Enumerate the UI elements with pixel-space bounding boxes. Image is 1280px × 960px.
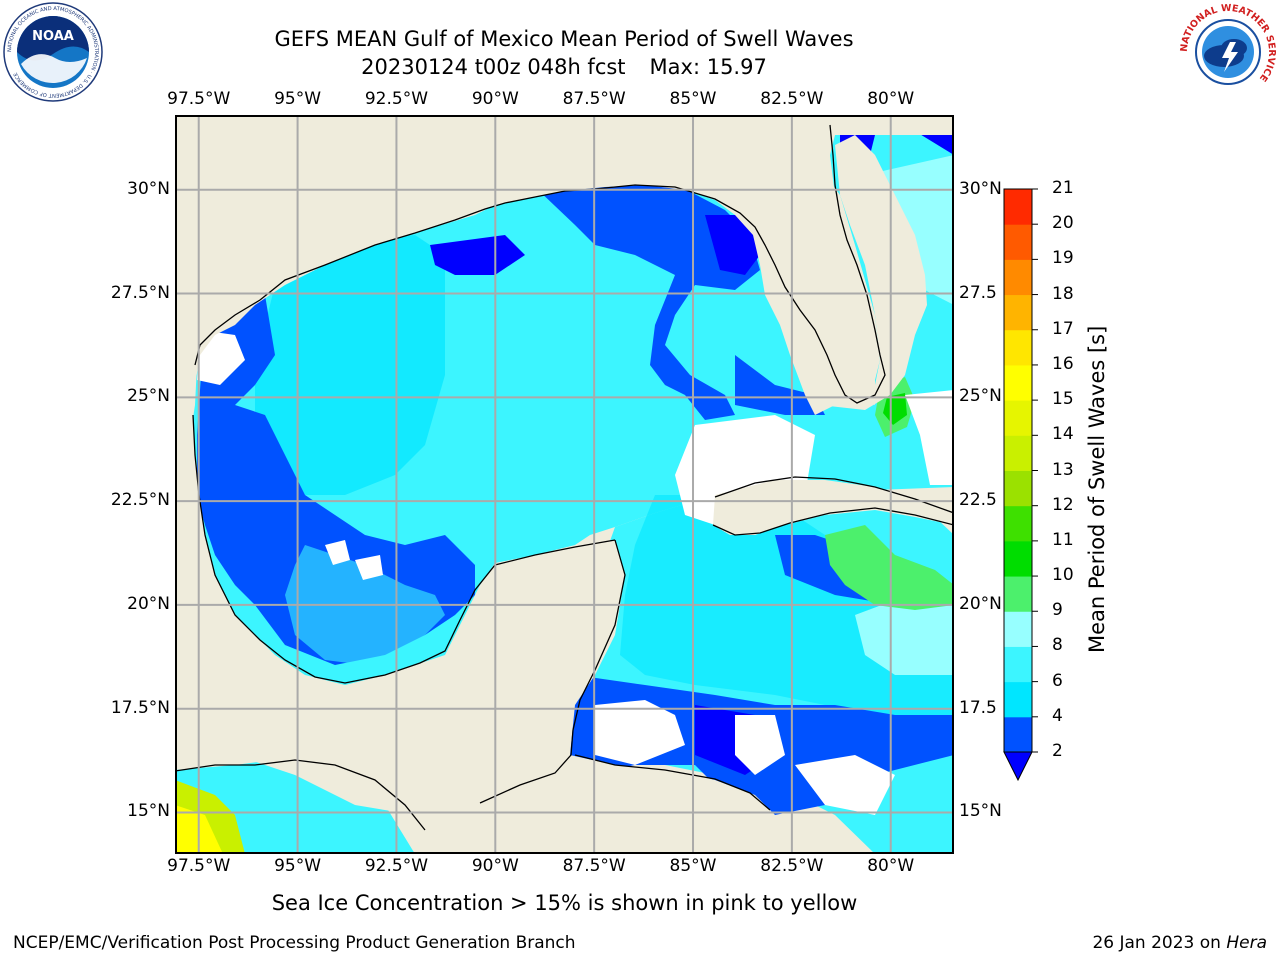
colorbar-tick-11: 16 (1052, 353, 1074, 374)
colorbar-segment-4 (1004, 576, 1032, 612)
lon-tick-bottom-7: 80°W (867, 856, 915, 876)
footer-date: 26 Jan 2023 on Hera (1092, 933, 1267, 953)
colorbar-segment-11 (1004, 329, 1032, 366)
lat-tick-left-2: 25°N (127, 386, 170, 407)
footer-host: Hera (1226, 933, 1267, 953)
colorbar-segment-13 (1004, 259, 1032, 296)
land-florida-keys-fill (820, 135, 927, 410)
colorbar-tick-5: 10 (1052, 565, 1074, 586)
lat-tick-left-0: 30°N (127, 178, 170, 199)
lon-tick-top-3: 90°W (471, 89, 519, 109)
colorbar-segment-2 (1004, 646, 1032, 683)
footer-credit: NCEP/EMC/Verification Post Processing Pr… (13, 933, 576, 953)
no-data-west (197, 330, 245, 385)
colorbar-tick-0: 2 (1052, 741, 1063, 761)
lat-tick-right-0: 30°N (959, 178, 1002, 199)
colorbar-tick-1: 4 (1052, 705, 1063, 726)
lon-tick-bottom-4: 87.5°W (562, 856, 626, 876)
sea-ice-note: Sea Ice Concentration > 15% is shown in … (271, 891, 858, 915)
colorbar-tick-12: 17 (1052, 318, 1074, 339)
colorbar-tick-2: 6 (1052, 670, 1063, 691)
colorbar-label: Mean Period of Swell Waves [s] (1085, 325, 1109, 653)
colorbar-tick-3: 8 (1052, 635, 1063, 656)
lon-tick-top-1: 95°W (274, 89, 322, 109)
lon-tick-bottom-2: 92.5°W (364, 856, 429, 876)
colorbar-tick-6: 11 (1052, 529, 1074, 550)
lon-tick-bottom-0: 97.5°W (167, 856, 231, 876)
lat-tick-left-3: 22.5°N (110, 490, 170, 511)
colorbar-tick-16: 21 (1052, 178, 1074, 198)
chart-subtitle: 20230124 t00z 048h fcst Max: 15.97 (0, 55, 1128, 79)
colorbar-tick-15: 20 (1052, 213, 1074, 234)
lon-tick-bottom-6: 82.5°W (760, 856, 824, 876)
colorbar-segment-12 (1004, 294, 1032, 331)
lat-tick-right-4: 20°N (959, 593, 1002, 614)
lon-tick-top-7: 80°W (867, 89, 915, 109)
lon-tick-top-2: 92.5°W (364, 89, 429, 109)
colorbar-segment-7 (1004, 470, 1032, 507)
lat-tick-left-5: 17.5°N (110, 697, 170, 718)
low-period-northeast (535, 183, 760, 420)
noaa-logo: NOAA NATIONAL OCEANIC AND ATMOSPHERIC AD… (3, 2, 103, 102)
land-central-america (515, 755, 775, 854)
colorbar-segment-14 (1004, 224, 1032, 260)
colorbar-tick-13: 18 (1052, 283, 1074, 304)
land-cuba (713, 480, 954, 535)
colorbar-segment-10 (1004, 364, 1032, 401)
lon-tick-bottom-1: 95°W (274, 856, 322, 876)
colorbar-segment-15 (1004, 189, 1032, 225)
lat-tick-right-2: 25°N (959, 386, 1002, 407)
colorbar-segment-9 (1004, 400, 1032, 436)
lat-tick-left-1: 27.5°N (110, 282, 170, 303)
colorbar-tick-4: 9 (1052, 600, 1063, 621)
lon-tick-top-5: 85°W (669, 89, 717, 109)
colorbar-under-arrow (1003, 751, 1033, 782)
colorbar-tick-9: 14 (1052, 424, 1074, 445)
lon-tick-bottom-5: 85°W (669, 856, 717, 876)
lon-tick-bottom-3: 90°W (471, 856, 519, 876)
green-patch-east (825, 525, 954, 610)
lon-tick-top-0: 97.5°W (167, 89, 231, 109)
map-panel (175, 115, 954, 854)
lat-tick-right-5: 17.5 (959, 697, 997, 718)
run-info: 20230124 t00z 048h fcst (361, 55, 626, 79)
colorbar-tick-7: 12 (1052, 494, 1074, 515)
chart-title: GEFS MEAN Gulf of Mexico Mean Period of … (274, 27, 854, 51)
land-mexico (175, 415, 625, 815)
lat-tick-right-3: 22.5 (959, 490, 997, 511)
footer-date-text: 26 Jan 2023 on (1092, 933, 1227, 953)
lat-tick-right-1: 27.5 (959, 282, 997, 303)
noaa-logo-text: NOAA (32, 29, 74, 44)
colorbar-tick-8: 13 (1052, 459, 1074, 480)
lon-tick-top-4: 87.5°W (562, 89, 626, 109)
colorbar-segment-5 (1004, 540, 1032, 577)
lat-tick-left-4: 20°N (127, 593, 170, 614)
colorbar-segment-6 (1004, 505, 1032, 542)
colorbar-segment-0 (1004, 716, 1032, 753)
lat-tick-left-6: 15°N (127, 801, 170, 822)
no-data-caribbean (595, 700, 685, 765)
max-value: Max: 15.97 (649, 55, 767, 79)
nws-logo: NATIONAL WEATHER SERVICE (1178, 2, 1278, 102)
colorbar-segment-8 (1004, 435, 1032, 471)
colorbar-segment-1 (1004, 681, 1032, 718)
colorbar (1000, 188, 1060, 788)
low-period-west (197, 295, 475, 665)
lon-tick-top-6: 82.5°W (760, 89, 824, 109)
colorbar-tick-10: 15 (1052, 389, 1074, 410)
lat-tick-right-6: 15°N (959, 801, 1002, 822)
colorbar-tick-14: 19 (1052, 248, 1074, 269)
colorbar-segment-3 (1004, 611, 1032, 647)
